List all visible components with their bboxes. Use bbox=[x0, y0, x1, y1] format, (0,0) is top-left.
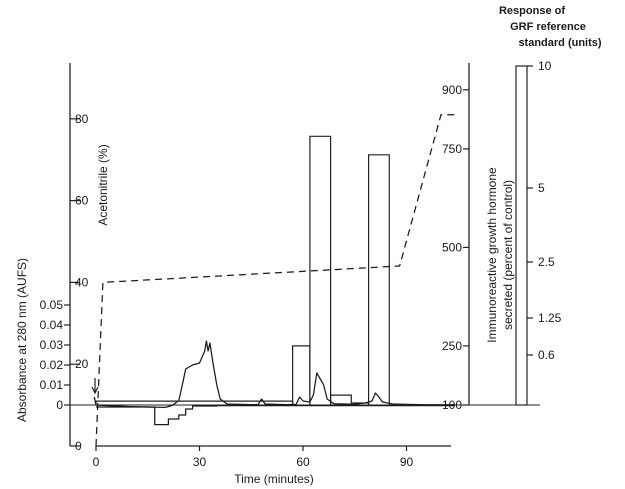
absorbance-trace bbox=[93, 340, 455, 409]
acetonitrile-tick-label-1: 20 bbox=[75, 357, 89, 371]
time-axis-title: Time (minutes) bbox=[234, 472, 314, 486]
gh-axis-title-line2: secreted (percent of control) bbox=[501, 180, 515, 330]
grf-tick-label-0: 10 bbox=[538, 59, 552, 73]
acetonitrile-tick-label-3: 60 bbox=[75, 194, 89, 208]
time-tick-label-3: 90 bbox=[400, 455, 414, 469]
gh-tick-label-2: 500 bbox=[442, 240, 462, 254]
absorbance-tick-label-3: 0.03 bbox=[40, 338, 64, 352]
absorbance-tick-label-0: 0 bbox=[56, 398, 63, 412]
acetonitrile-tick-label-4: 80 bbox=[75, 112, 89, 126]
grf-tick-label-2: 2.5 bbox=[538, 255, 555, 269]
grf-axis-title-line2: GRF reference bbox=[510, 21, 586, 33]
gh-tick-label-3: 750 bbox=[442, 142, 462, 156]
acetonitrile-tick-label-2: 40 bbox=[75, 275, 89, 289]
injection-arrow-icon bbox=[91, 378, 99, 395]
gh-bar-0 bbox=[95, 400, 294, 405]
absorbance-tick-label-2: 0.02 bbox=[40, 358, 64, 372]
absorbance-tick-label-5: 0.05 bbox=[40, 298, 64, 312]
acetonitrile-axis-title: Acetonitrile (%) bbox=[96, 144, 110, 225]
absorbance-tick-label-4: 0.04 bbox=[40, 318, 64, 332]
time-tick-label-0: 0 bbox=[93, 455, 100, 469]
grf-tick-label-1: 5 bbox=[538, 181, 545, 195]
absorbance-tick-label-1: 0.01 bbox=[40, 378, 64, 392]
grf-axis-title-line3: standard (units) bbox=[518, 37, 601, 49]
gh-tick-label-4: 900 bbox=[442, 83, 462, 97]
grf-reference-bar bbox=[515, 65, 528, 406]
gh-bar-1 bbox=[292, 345, 311, 405]
grf-tick-label-4: 0.6 bbox=[538, 348, 555, 362]
gh-bar-3 bbox=[330, 394, 352, 405]
grf-axis-title-line1: Response of bbox=[499, 5, 565, 17]
gh-bar-2 bbox=[309, 135, 332, 405]
gh-tick-label-0: 100 bbox=[442, 398, 462, 412]
acetonitrile-tick-label-0: 0 bbox=[75, 439, 82, 453]
time-tick-label-1: 30 bbox=[193, 455, 207, 469]
grf-tick-label-3: 1.25 bbox=[538, 311, 562, 325]
absorbance-baseline-trace bbox=[96, 404, 455, 426]
acetonitrile-gradient-line bbox=[95, 114, 455, 447]
time-tick-label-2: 60 bbox=[296, 455, 310, 469]
gh-bar-5 bbox=[368, 154, 390, 405]
absorbance-axis-title: Absorbance at 280 nm (AUFS) bbox=[15, 258, 29, 422]
gh-axis-title-line1: Immunoreactive growth hormone bbox=[485, 167, 499, 343]
gh-tick-label-1: 250 bbox=[442, 339, 462, 353]
